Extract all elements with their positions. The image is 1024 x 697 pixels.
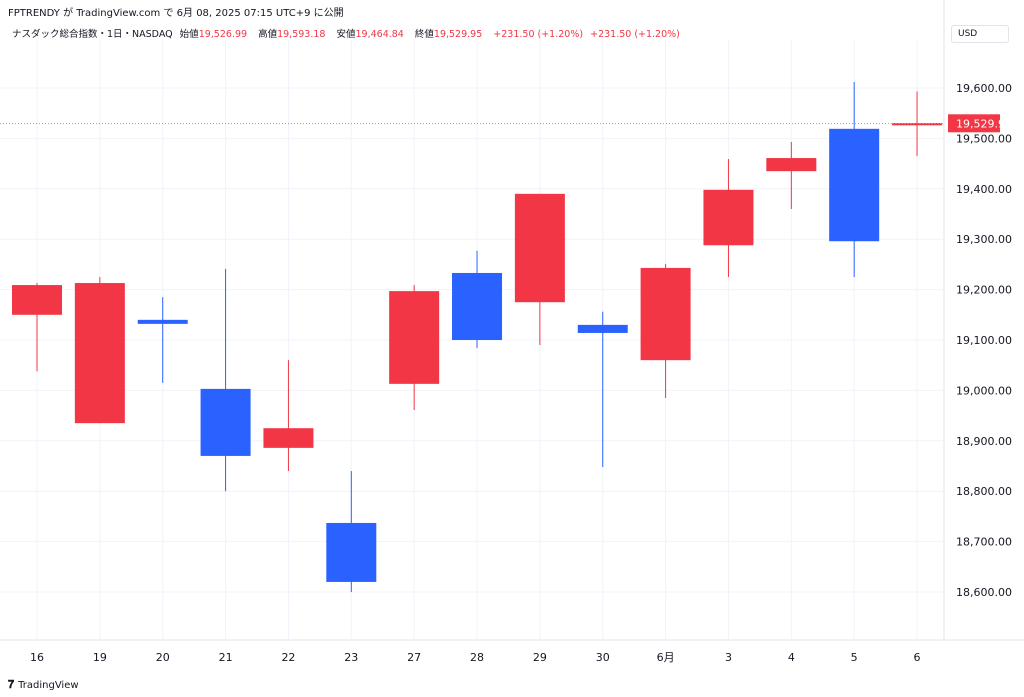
candle-body <box>452 272 503 340</box>
candle[interactable] <box>640 263 691 398</box>
candle-body <box>640 267 691 361</box>
x-tick-label: 3 <box>725 651 732 664</box>
x-tick-label: 19 <box>93 651 107 664</box>
candle[interactable] <box>389 285 440 411</box>
candle-body <box>703 189 754 246</box>
low-value: 19,464.84 <box>355 29 404 40</box>
candle-body <box>389 291 440 384</box>
publish-info: FPTRENDY が TradingView.com で 6月 08, 2025… <box>8 8 344 19</box>
x-tick-label: 30 <box>596 651 610 664</box>
candle[interactable] <box>326 471 377 592</box>
candle-body <box>829 128 880 242</box>
y-tick-label: 19,400.00 <box>956 183 1012 196</box>
high-label: 高値 <box>258 29 278 40</box>
last-price-label: 19,529.95 <box>956 117 1012 130</box>
x-tick-label: 21 <box>219 651 233 664</box>
candle[interactable] <box>12 283 62 372</box>
x-tick-label: 28 <box>470 651 484 664</box>
low-label: 安値 <box>336 29 356 40</box>
candle[interactable] <box>263 360 314 472</box>
candle-body <box>892 123 943 126</box>
candle[interactable] <box>452 250 503 349</box>
candle[interactable] <box>74 277 125 424</box>
brand-label: TradingView <box>18 679 79 691</box>
y-tick-label: 19,000.00 <box>956 384 1012 397</box>
candle[interactable] <box>577 311 628 468</box>
open-value: 19,526.99 <box>198 29 248 40</box>
last-price-badge <box>948 114 1000 133</box>
change-value: +231.50 (+1.20%) <box>493 29 584 40</box>
tv-icon: 𝟕 <box>8 678 15 691</box>
y-tick-label: 19,500.00 <box>956 132 1012 145</box>
x-tick-label: 20 <box>156 651 170 664</box>
candle[interactable] <box>892 91 943 157</box>
y-tick-label: 18,700.00 <box>956 536 1012 549</box>
candle-body <box>514 193 565 303</box>
x-tick-label: 27 <box>407 651 421 664</box>
close-label: 終値 <box>414 29 434 40</box>
x-tick-label: 6月 <box>657 651 675 664</box>
candle[interactable] <box>137 297 188 383</box>
x-tick-label: 4 <box>788 651 795 664</box>
y-tick-label: 19,200.00 <box>956 284 1012 297</box>
y-tick-label: 18,800.00 <box>956 485 1012 498</box>
x-tick-label: 22 <box>281 651 295 664</box>
x-tick-label: 29 <box>533 651 547 664</box>
y-tick-label: 18,600.00 <box>956 586 1012 599</box>
x-tick-label: 23 <box>344 651 358 664</box>
close-value: 19,529.95 <box>433 29 483 40</box>
x-tick-label: 16 <box>30 651 44 664</box>
candle-body <box>12 285 62 315</box>
ohlc-legend: ナスダック総合指数・1日・NASDAQ 始値19,526.99 高値19,593… <box>12 26 684 40</box>
y-tick-label: 19,300.00 <box>956 233 1012 246</box>
y-tick-label: 19,100.00 <box>956 334 1012 347</box>
candle-body <box>74 283 125 424</box>
candle[interactable] <box>703 159 754 277</box>
candle[interactable] <box>200 268 251 492</box>
candle[interactable] <box>829 81 880 277</box>
candle-body <box>326 522 377 582</box>
tradingview-logo: 𝟕 TradingView <box>8 678 79 692</box>
candle[interactable] <box>766 141 817 209</box>
candle-body <box>766 158 817 172</box>
candle-body <box>200 388 251 456</box>
x-tick-label: 6 <box>914 651 921 664</box>
y-tick-label: 19,600.00 <box>956 82 1012 95</box>
currency-button[interactable]: USD <box>951 25 1009 43</box>
candle-body <box>137 319 188 324</box>
candle[interactable] <box>514 193 565 346</box>
high-value: 19,593.18 <box>277 29 326 40</box>
x-tick-label: 5 <box>851 651 858 664</box>
y-tick-label: 18,900.00 <box>956 435 1012 448</box>
change-percent: +231.50 (+1.20%) <box>590 29 680 40</box>
candle-body <box>263 428 314 448</box>
open-label: 始値 <box>179 29 199 40</box>
candle-body <box>577 324 628 333</box>
symbol-label: ナスダック総合指数・1日・NASDAQ <box>12 29 173 40</box>
